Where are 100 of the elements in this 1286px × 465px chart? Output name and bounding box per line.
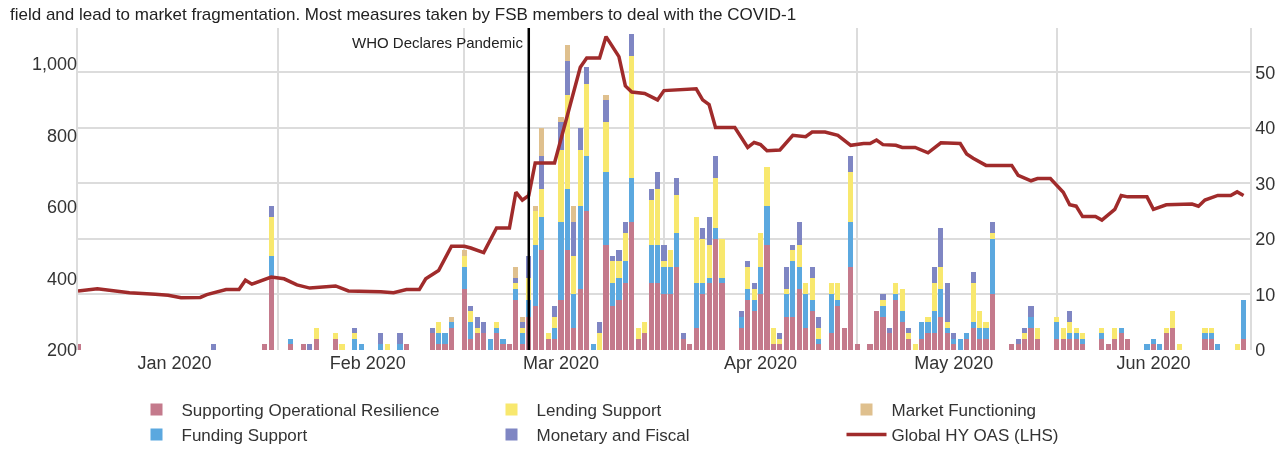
- bar: [520, 328, 525, 333]
- bar: [1099, 333, 1104, 339]
- bar: [513, 267, 518, 278]
- bar: [707, 278, 712, 283]
- bar: [1022, 333, 1027, 339]
- bar: [932, 267, 937, 283]
- bar: [462, 256, 467, 267]
- bar: [359, 344, 364, 350]
- y-tick-label: 600: [46, 197, 77, 218]
- bar: [810, 300, 815, 311]
- bar: [964, 339, 969, 350]
- bar: [385, 344, 390, 350]
- bar: [758, 233, 763, 267]
- bar: [1067, 311, 1072, 322]
- bar: [1080, 333, 1085, 339]
- bar: [713, 156, 718, 178]
- bar: [893, 283, 898, 294]
- bar: [1054, 317, 1059, 322]
- bar: [1074, 328, 1079, 333]
- bar: [1016, 339, 1021, 344]
- bar: [906, 328, 911, 333]
- bar: [571, 294, 576, 328]
- bar: [629, 178, 634, 222]
- x-tick-label: Apr 2020: [724, 353, 798, 373]
- bar: [500, 339, 506, 344]
- bar: [552, 306, 557, 317]
- bar: [803, 283, 808, 294]
- bar: [288, 344, 293, 350]
- y2-tick-label: 40: [1255, 118, 1276, 139]
- legend-label: Market Functioning: [891, 401, 1037, 421]
- bar: [1028, 317, 1034, 328]
- bar: [565, 45, 570, 61]
- x-tick-label: Feb 2020: [329, 353, 406, 373]
- bar: [603, 172, 609, 245]
- bar: [552, 328, 557, 339]
- bar: [603, 95, 609, 100]
- bar: [797, 245, 802, 267]
- bar: [1215, 344, 1220, 350]
- bar: [623, 233, 628, 261]
- bar: [629, 34, 634, 56]
- bar: [893, 294, 898, 300]
- bar: [1099, 328, 1104, 333]
- bar: [269, 278, 274, 350]
- bar: [571, 256, 576, 294]
- bar: [333, 333, 338, 339]
- legend-label: Monetary and Fiscal: [536, 426, 690, 446]
- bar: [468, 311, 473, 322]
- bar: [352, 328, 357, 333]
- bar: [707, 217, 712, 245]
- bar: [404, 344, 409, 350]
- x-tick-label: Mar 2020: [522, 353, 599, 373]
- bar: [855, 344, 860, 350]
- bar: [649, 189, 654, 200]
- bar: [603, 100, 609, 122]
- y-tick-label: 400: [46, 268, 77, 289]
- bar: [430, 328, 435, 333]
- bar: [1054, 322, 1059, 339]
- bar: [971, 272, 976, 283]
- bar: [513, 283, 518, 289]
- bar: [513, 289, 518, 300]
- bar: [700, 228, 705, 239]
- bar: [603, 122, 609, 172]
- bar: [552, 317, 557, 328]
- bar: [707, 245, 712, 278]
- bar: [938, 228, 943, 267]
- bar: [301, 344, 306, 350]
- y-tick-label: 1,000: [31, 54, 77, 75]
- bar: [1009, 344, 1014, 350]
- bar: [436, 322, 441, 333]
- bar: [578, 128, 583, 150]
- legend-label: Global HY OAS (LHS): [891, 426, 1059, 446]
- bar: [488, 339, 493, 350]
- x-tick-label: Jan 2020: [137, 353, 212, 373]
- bar: [571, 206, 576, 222]
- bar: [314, 339, 319, 350]
- bar: [745, 289, 750, 300]
- bar: [378, 344, 383, 350]
- bar: [1151, 339, 1156, 344]
- bar: [719, 239, 725, 278]
- bar: [913, 344, 918, 350]
- bar: [352, 339, 357, 350]
- bar: [1080, 339, 1085, 344]
- bar: [591, 344, 596, 350]
- y2-tick-label: 50: [1255, 62, 1276, 83]
- bar: [790, 250, 795, 261]
- bar: [1241, 300, 1246, 339]
- bar: [597, 322, 602, 333]
- bar: [378, 333, 383, 344]
- bar: [1164, 328, 1169, 333]
- bar: [674, 195, 679, 233]
- bar: [494, 322, 499, 328]
- bar: [745, 267, 750, 289]
- bar: [449, 322, 454, 328]
- bar: [900, 289, 905, 311]
- bar: [78, 344, 81, 350]
- bar: [990, 233, 995, 239]
- bar: [900, 311, 905, 322]
- bar: [803, 294, 808, 328]
- bar: [945, 322, 950, 328]
- y-tick-label: 800: [46, 125, 77, 146]
